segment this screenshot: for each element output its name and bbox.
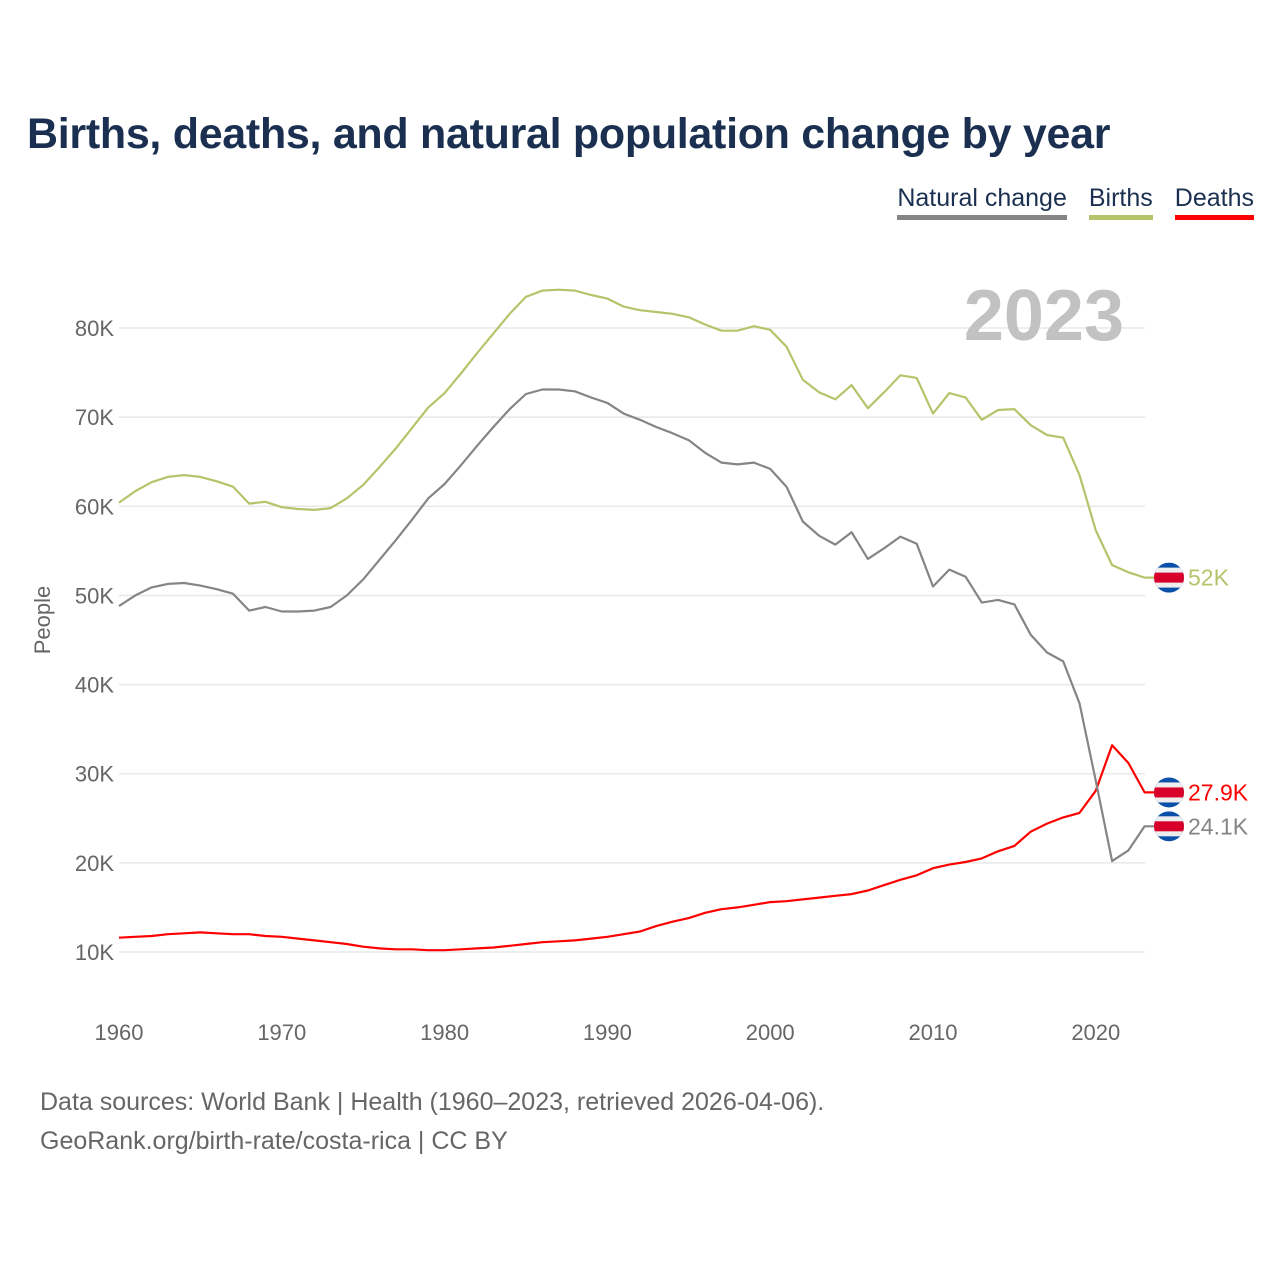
legend-births[interactable]: Births xyxy=(1088,184,1153,220)
year-watermark: 2023 xyxy=(964,276,1124,356)
x-tick-label: 2020 xyxy=(1071,1020,1120,1045)
x-tick-label: 2010 xyxy=(909,1020,958,1045)
x-tick-label: 1990 xyxy=(583,1020,632,1045)
footer-credit: GeoRank.org/birth-rate/costa-rica | CC B… xyxy=(40,1127,508,1155)
x-tick-label: 1970 xyxy=(257,1020,306,1045)
costa-rica-flag-icon xyxy=(1154,811,1184,842)
legend-natural-change[interactable]: Natural change xyxy=(897,184,1067,220)
y-tick-label: 40K xyxy=(75,673,114,698)
costa-rica-flag-icon xyxy=(1154,562,1184,593)
y-tick-label: 70K xyxy=(75,405,114,430)
legend: Natural change Births Deaths xyxy=(897,184,1254,220)
x-tick-label: 2000 xyxy=(746,1020,795,1045)
end-value-label: 27.9K xyxy=(1188,779,1249,805)
series-line-natural-change xyxy=(118,388,1157,863)
x-tick-label: 1980 xyxy=(420,1020,469,1045)
end-value-label: 52K xyxy=(1188,565,1230,591)
costa-rica-flag-icon xyxy=(1154,777,1184,808)
chart-title: Births, deaths, and natural population c… xyxy=(27,110,1111,158)
y-tick-label: 30K xyxy=(75,762,114,787)
y-tick-label: 60K xyxy=(75,494,114,519)
end-value-label: 24.1K xyxy=(1188,813,1249,839)
y-tick-label: 80K xyxy=(75,316,114,341)
y-tick-label: 20K xyxy=(75,851,114,876)
y-axis-label: People xyxy=(30,586,55,655)
y-tick-label: 50K xyxy=(75,583,114,608)
y-tick-label: 10K xyxy=(75,940,114,965)
series-line-births xyxy=(118,288,1157,579)
legend-deaths[interactable]: Deaths xyxy=(1174,184,1254,220)
series-line-deaths xyxy=(118,744,1157,952)
footer-sources: Data sources: World Bank | Health (1960–… xyxy=(40,1088,825,1116)
x-tick-label: 1960 xyxy=(95,1020,144,1045)
